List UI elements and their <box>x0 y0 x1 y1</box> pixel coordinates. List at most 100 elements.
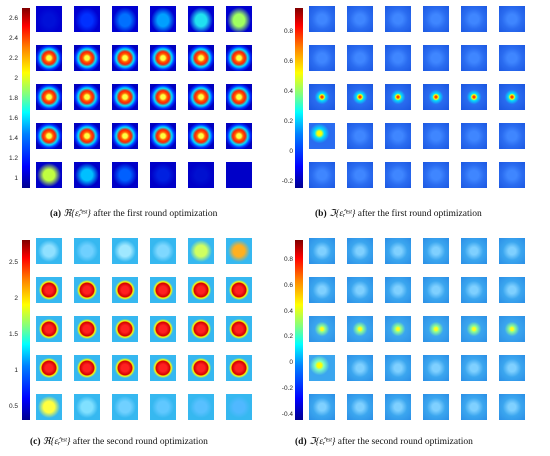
reconstruction-tile <box>423 316 449 342</box>
reconstruction-tile <box>188 162 214 188</box>
reconstruction-tile <box>461 394 487 420</box>
caption-label-c: (c) <box>30 437 41 447</box>
colorbar-tick-a: 1.8 <box>8 95 18 102</box>
colorbar-tick-a: 1.6 <box>8 115 18 122</box>
colorbar-tick-d: 0.6 <box>283 282 293 289</box>
caption-math-d: ℑ{ε̂ᵣᵉˢᵗ} <box>309 437 336 447</box>
reconstruction-tile <box>36 394 62 420</box>
colorbar-tick-d: 0.2 <box>283 333 293 341</box>
reconstruction-tile <box>461 238 487 264</box>
reconstruction-tile <box>188 238 214 264</box>
caption-text-c: after the second round optimization <box>72 437 208 447</box>
reconstruction-tile <box>226 84 252 110</box>
reconstruction-tile <box>112 394 138 420</box>
colorbar-tick-b: 0.2 <box>283 117 293 125</box>
reconstruction-tile <box>112 45 138 71</box>
caption-math-c: ℜ{ε̂ᵣᵉˢᵗ} <box>42 437 71 447</box>
reconstruction-tile <box>188 277 214 303</box>
reconstruction-tile <box>188 84 214 110</box>
reconstruction-tile <box>112 316 138 342</box>
reconstruction-tile <box>226 355 252 381</box>
caption-math-a: ℜ{ε̂ᵣᵉˢᵗ} <box>63 209 91 219</box>
reconstruction-tile <box>385 394 411 420</box>
reconstruction-tile <box>36 6 62 32</box>
reconstruction-tile <box>36 238 62 264</box>
reconstruction-tile <box>188 355 214 381</box>
reconstruction-tile <box>423 45 449 71</box>
reconstruction-tile <box>499 84 525 110</box>
colorbar-tick-c: 0.5 <box>8 402 18 410</box>
colorbar-a <box>22 8 30 188</box>
reconstruction-tile <box>112 6 138 32</box>
reconstruction-tile <box>461 45 487 71</box>
caption-a: (a) ℜ{ε̂ᵣᵉˢᵗ} after the first round opti… <box>50 208 217 219</box>
colorbar-tick-d: 0 <box>289 359 293 367</box>
caption-text-d: after the second round optimization <box>337 437 473 447</box>
reconstruction-tile <box>74 355 100 381</box>
reconstruction-tile <box>226 123 252 149</box>
reconstruction-tile <box>226 394 252 420</box>
reconstruction-tile <box>499 316 525 342</box>
reconstruction-tile <box>347 316 373 342</box>
reconstruction-tile <box>74 6 100 32</box>
reconstruction-tile <box>461 316 487 342</box>
reconstruction-tile <box>74 394 100 420</box>
reconstruction-tile <box>74 162 100 188</box>
reconstruction-tile <box>385 6 411 32</box>
colorbar-tick-d: 0.4 <box>283 307 293 315</box>
reconstruction-tile <box>385 162 411 188</box>
panel-d: 0.8 0.6 0.4 0.2 0 -0.2 -0.4 (d) ℑ{ε̂ᵣᵉˢᵗ} afte… <box>275 228 550 456</box>
panel-c: 2.5 2 1.5 1 0.5 (c) ℜ{ε̂ᵣᵉˢᵗ} after the seco… <box>0 228 275 456</box>
reconstruction-tile <box>36 355 62 381</box>
caption-math-b: ℑ{ε̂ᵣᵉˢᵗ} <box>329 209 356 219</box>
reconstruction-tile <box>226 162 252 188</box>
reconstruction-tile <box>188 316 214 342</box>
reconstruction-tile <box>347 355 373 381</box>
reconstruction-tile <box>36 316 62 342</box>
reconstruction-tile <box>36 45 62 71</box>
reconstruction-tile <box>347 84 373 110</box>
reconstruction-tile <box>74 123 100 149</box>
reconstruction-tile <box>499 162 525 188</box>
reconstruction-tile <box>150 394 176 420</box>
reconstruction-tile <box>226 6 252 32</box>
reconstruction-tile <box>423 162 449 188</box>
reconstruction-tile <box>150 355 176 381</box>
reconstruction-tile <box>423 394 449 420</box>
reconstruction-tile <box>309 84 335 110</box>
reconstruction-tile <box>385 316 411 342</box>
reconstruction-tile <box>309 394 335 420</box>
reconstruction-tile <box>309 45 335 71</box>
reconstruction-tile <box>226 238 252 264</box>
colorbar-tick-b: 0.6 <box>283 57 293 65</box>
colorbar-d <box>295 240 303 420</box>
colorbar-tick-b: 0.8 <box>283 27 293 35</box>
caption-text-b: after the first round optimization <box>357 209 482 219</box>
colorbar-tick-a: 1.2 <box>8 155 18 162</box>
reconstruction-tile <box>112 277 138 303</box>
reconstruction-tile <box>188 394 214 420</box>
reconstruction-tile <box>499 277 525 303</box>
reconstruction-tile <box>499 123 525 149</box>
reconstruction-tile <box>461 355 487 381</box>
reconstruction-tile <box>423 355 449 381</box>
reconstruction-tile <box>347 394 373 420</box>
reconstruction-tile <box>36 277 62 303</box>
reconstruction-tile <box>226 45 252 71</box>
reconstruction-tile <box>112 162 138 188</box>
colorbar-tick-a: 1 <box>14 175 18 182</box>
reconstruction-tile <box>423 123 449 149</box>
panel-a: 2.6 2.4 2.2 2 1.8 1.6 1.4 1.2 1 (a) ℜ{ε̂ᵣᵉˢᵗ} af… <box>0 0 275 228</box>
reconstruction-tile <box>347 6 373 32</box>
reconstruction-tile <box>150 162 176 188</box>
caption-label-a: (a) <box>50 209 62 219</box>
colorbar-b <box>295 8 303 188</box>
reconstruction-tile <box>461 277 487 303</box>
reconstruction-tile <box>309 238 335 264</box>
colorbar-tick-a: 1.4 <box>8 135 18 142</box>
reconstruction-tile <box>385 238 411 264</box>
caption-text-a: after the first round optimization <box>93 209 218 219</box>
reconstruction-tile <box>423 84 449 110</box>
reconstruction-tile <box>385 123 411 149</box>
colorbar-tick-a: 2.2 <box>8 55 18 62</box>
